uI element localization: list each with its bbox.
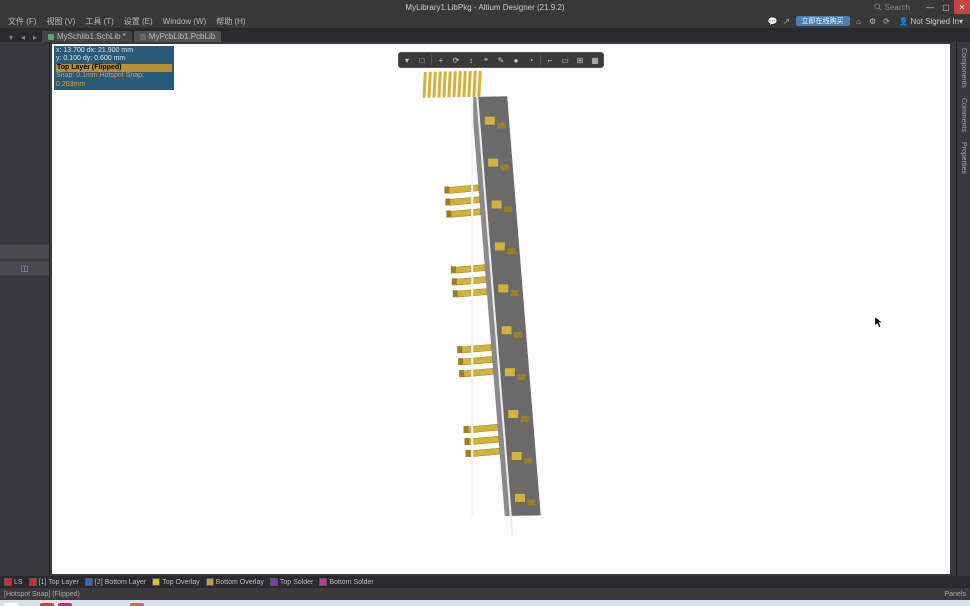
work-area: ◫ x: 13.700 dx: 21.900 mm y: 0.100 dy: 0… — [0, 42, 970, 576]
layer-swatch — [270, 578, 278, 586]
layer-swatch — [206, 578, 214, 586]
menu-item[interactable]: 文件 (F) — [8, 16, 36, 27]
menu-item[interactable]: Window (W) — [163, 16, 207, 27]
layer-item[interactable]: Top Solder — [270, 578, 313, 586]
layer-item[interactable]: Bottom Solder — [319, 578, 373, 586]
toolbar-button[interactable]: ▦ — [588, 54, 602, 66]
layer-swatch — [152, 578, 160, 586]
layer-swatch — [319, 578, 327, 586]
toolbar-button[interactable]: ◔ — [524, 54, 538, 66]
status-bar: [Hotspot Snap] (Flipped) Panels — [0, 588, 970, 600]
gear-icon[interactable]: ⚙ — [868, 17, 878, 26]
layer-swatch — [29, 578, 37, 586]
mouse-cursor — [875, 315, 883, 325]
toolbar-button[interactable]: □ — [415, 54, 429, 66]
toolbar-button[interactable]: ▭ — [558, 54, 572, 66]
layer-label: [2] Bottom Layer — [95, 579, 146, 586]
left-panel-stub-2[interactable]: ◫ — [0, 261, 49, 275]
document-tab[interactable]: MyPcbLib1.PcbLib — [134, 31, 221, 42]
menu-right: 💬 ↗ 立即在线购买 ⌂ ⚙ ⟳ 👤 Not Signed In ▾ — [768, 16, 966, 27]
active-bar: ▾□ +⟳↕⌖✎●◔ ⌐▭⊞▦ — [398, 52, 604, 68]
layer-bar: LS [1] Top Layer [2] Bottom Layer Top Overl… — [0, 576, 970, 588]
window-controls: — ▢ ✕ — [922, 0, 970, 14]
canvas-wrap: x: 13.700 dx: 21.900 mm y: 0.100 dy: 0.6… — [50, 42, 956, 576]
menu-bar: 文件 (F) 视图 (V) 工具 (T) 设置 (E) Window (W) 帮助 (H)… — [0, 14, 970, 28]
tab-label: MySchlib1.SchLib * — [57, 32, 126, 41]
panels-button[interactable]: Panels — [945, 591, 966, 598]
pcb-3d-canvas[interactable]: x: 13.700 dx: 21.900 mm y: 0.100 dy: 0.6… — [52, 44, 950, 574]
menu-item[interactable]: 帮助 (H) — [216, 16, 245, 27]
layer-label: Top Overlay — [162, 579, 199, 586]
layer-item[interactable]: [1] Top Layer — [29, 578, 79, 586]
layer-label: Bottom Solder — [329, 579, 373, 586]
toolbar-button[interactable]: ⌖ — [479, 54, 493, 66]
tab-icon — [140, 34, 146, 40]
user-icon: 👤 — [899, 17, 909, 26]
toolbar-button[interactable]: ⌐ — [543, 54, 557, 66]
refresh-icon[interactable]: ⟳ — [882, 17, 892, 26]
buy-badge[interactable]: 立即在线购买 — [796, 16, 850, 26]
toolbar-button[interactable]: ⊞ — [573, 54, 587, 66]
toolbar-button[interactable]: ● — [509, 54, 523, 66]
layer-swatch — [4, 578, 12, 586]
panel-tab-properties[interactable]: Properties — [960, 140, 967, 176]
layer-label: LS — [14, 579, 23, 586]
right-panel: Components Comments Properties — [956, 42, 970, 576]
hud-x: x: 13.700 dx: 21.900 mm — [56, 47, 172, 55]
layer-item[interactable]: Top Overlay — [152, 578, 199, 586]
toolbar-button[interactable]: ▾ — [400, 54, 414, 66]
tab-label: MyPcbLib1.PcbLib — [149, 32, 215, 41]
tab-dropdown[interactable]: ▾ — [6, 33, 16, 42]
minimize-button[interactable]: — — [922, 0, 938, 14]
viewport-svg — [52, 44, 950, 573]
sign-in-label: Not Signed In — [911, 17, 959, 26]
panel-tab-comments[interactable]: Comments — [960, 96, 967, 134]
document-tabs: ▾ ◂ ▸ MySchlib1.SchLib * MyPcbLib1.PcbLib — [0, 28, 970, 42]
search-icon — [874, 3, 882, 11]
document-tab[interactable]: MySchlib1.SchLib * — [42, 31, 132, 42]
left-panel: ◫ — [0, 42, 50, 576]
layer-label: [1] Top Layer — [39, 579, 79, 586]
tab-prev[interactable]: ◂ — [18, 33, 28, 42]
sign-in-button[interactable]: 👤 Not Signed In ▾ — [896, 16, 966, 27]
search-box[interactable]: Search — [874, 3, 910, 12]
hud-snap: Snap: 0.1mm Hotspot Snap: 0.203mm — [56, 72, 172, 89]
left-panel-stub-1[interactable] — [0, 245, 49, 259]
share-icon[interactable]: ↗ — [782, 17, 792, 26]
panel-tab-components[interactable]: Components — [960, 46, 967, 90]
status-left: [Hotspot Snap] (Flipped) — [4, 591, 80, 598]
app-title: MyLibrary1.LibPkg - Altium Designer (21.… — [405, 3, 564, 12]
tab-icon — [48, 34, 54, 40]
toolbar-button[interactable]: ✎ — [494, 54, 508, 66]
layer-swatch — [85, 578, 93, 586]
toolbar-button[interactable]: ⟳ — [449, 54, 463, 66]
menu-item[interactable]: 视图 (V) — [46, 16, 75, 27]
heads-up-display: x: 13.700 dx: 21.900 mm y: 0.100 dy: 0.6… — [54, 46, 174, 90]
layer-label: Bottom Overlay — [216, 579, 264, 586]
hud-y: y: 0.100 dy: 0.600 mm — [56, 55, 172, 63]
toolbar-button[interactable]: + — [434, 54, 448, 66]
toolbar-button[interactable]: ↕ — [464, 54, 478, 66]
chevron-down-icon: ▾ — [959, 17, 963, 26]
chat-icon[interactable]: 💬 — [768, 17, 778, 26]
search-placeholder: Search — [885, 3, 910, 12]
layer-label: Top Solder — [280, 579, 313, 586]
home-icon[interactable]: ⌂ — [854, 17, 864, 26]
title-bar: MyLibrary1.LibPkg - Altium Designer (21.… — [0, 0, 970, 14]
layer-item[interactable]: LS — [4, 578, 23, 586]
layer-item[interactable]: Bottom Overlay — [206, 578, 264, 586]
windows-taskbar: ⊞●▶◧e■■S ∥⇧ㅁ^☁▯🔈中⚙●14:13💬 — [0, 600, 970, 606]
layer-item[interactable]: [2] Bottom Layer — [85, 578, 146, 586]
maximize-button[interactable]: ▢ — [938, 0, 954, 14]
hud-layer: Top Layer (Flipped) — [56, 64, 172, 72]
menu-item[interactable]: 工具 (T) — [85, 16, 113, 27]
menu-item[interactable]: 设置 (E) — [124, 16, 153, 27]
close-button[interactable]: ✕ — [954, 0, 970, 14]
tab-next[interactable]: ▸ — [30, 33, 40, 42]
